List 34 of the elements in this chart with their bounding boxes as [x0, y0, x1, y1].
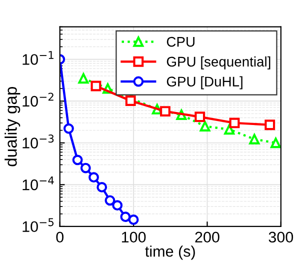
y-tick-label: 10$^{−2}$ — [22, 92, 54, 107]
point — [249, 134, 260, 144]
x-tick-label: 0 — [56, 232, 64, 243]
point — [63, 123, 74, 134]
legend-label: CPU — [166, 36, 194, 47]
legend-label: GPU [sequential] — [166, 56, 270, 70]
point — [72, 154, 83, 166]
point — [104, 195, 116, 206]
y-tick-label: 10$^{−4}$ — [22, 176, 54, 190]
y-tick-label: 10$^{−1}$ — [22, 51, 54, 65]
y-tick-label: 10$^{−3}$ — [22, 134, 54, 148]
y-axis-title: duality gap — [4, 87, 20, 166]
x-tick-label: 100 — [122, 232, 146, 243]
point — [90, 80, 102, 92]
point — [270, 138, 281, 148]
y-tick-label: 10$^{−5}$ — [22, 218, 54, 232]
point — [96, 182, 108, 192]
x-axis-title: time (s) — [145, 246, 195, 260]
point — [125, 96, 136, 106]
point — [200, 121, 210, 132]
point — [128, 214, 139, 225]
point — [112, 200, 123, 211]
point — [88, 172, 99, 183]
point — [78, 73, 89, 84]
point — [194, 112, 206, 122]
point — [229, 118, 240, 128]
point — [120, 212, 131, 222]
legend-label: GPU [DuHL] — [166, 76, 242, 90]
point — [224, 124, 235, 135]
x-tick-label: 200 — [195, 232, 220, 243]
point — [264, 120, 276, 130]
point — [80, 162, 91, 174]
x-tick-label: 300 — [268, 232, 294, 243]
point — [160, 106, 170, 117]
